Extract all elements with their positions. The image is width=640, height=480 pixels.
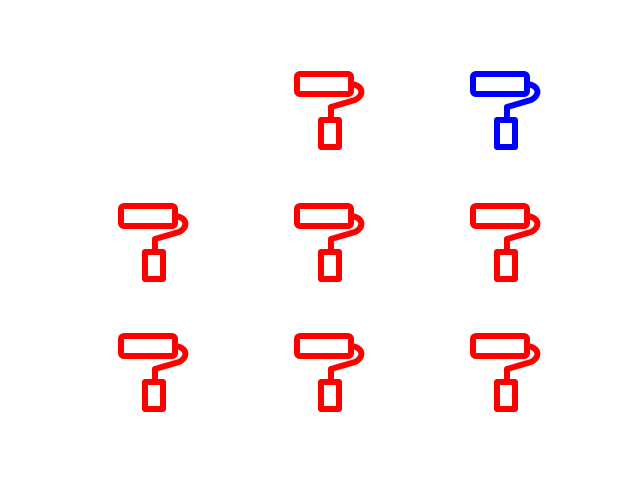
paint-roller-icon	[293, 200, 369, 284]
paint-roller-icon	[293, 68, 369, 152]
paint-roller-icon	[293, 330, 369, 414]
paint-roller-icon	[469, 68, 545, 152]
paint-roller-icon	[117, 330, 193, 414]
paint-roller-icon	[469, 330, 545, 414]
paint-roller-icon	[117, 200, 193, 284]
paint-roller-icon	[469, 200, 545, 284]
